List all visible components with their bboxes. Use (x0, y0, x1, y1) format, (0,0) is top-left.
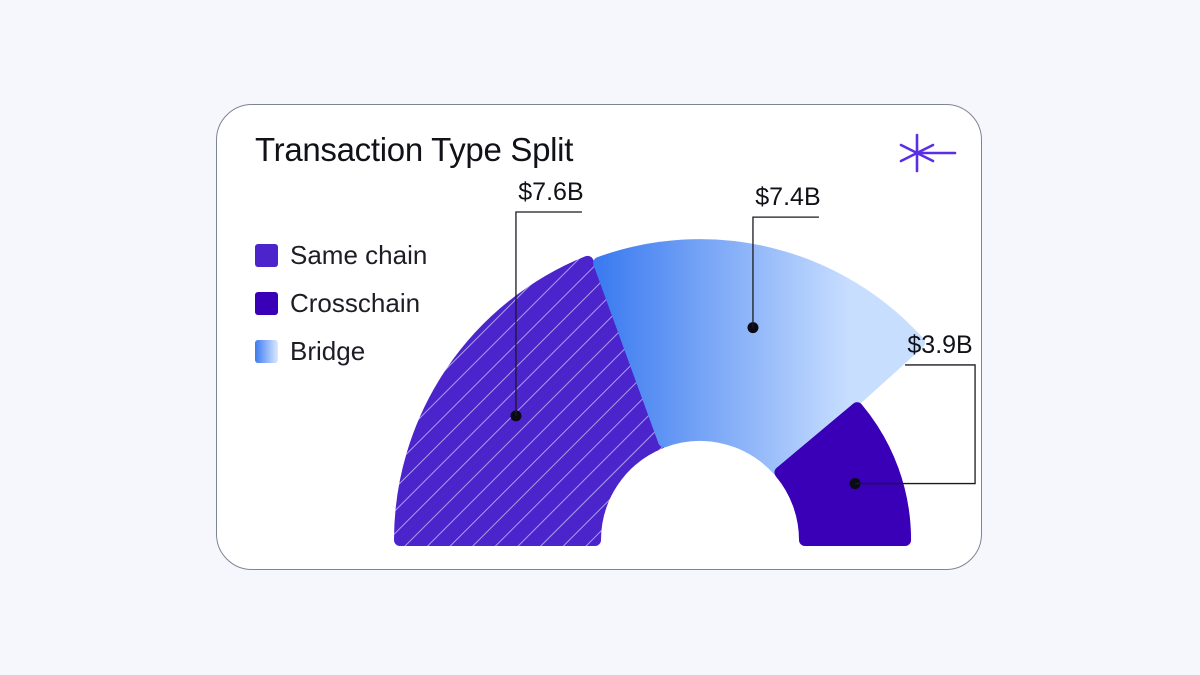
asterisk-arrow-icon (899, 133, 957, 173)
leader-line-same-chain (515, 211, 582, 416)
bar-bridge (593, 239, 926, 476)
data-label-crosschain: $3.9B (907, 331, 972, 359)
chart-legend: Same chain Crosschain Bridge (255, 231, 427, 375)
legend-swatch-same-chain (255, 243, 278, 267)
chart-title: Transaction Type Split (255, 131, 574, 168)
data-label-bridge: $7.4B (755, 183, 820, 211)
legend-item-crosschain: Crosschain (255, 279, 427, 327)
legend-label: Bridge (290, 335, 366, 366)
data-label-same-chain: $7.6B (518, 178, 583, 206)
legend-item-same-chain: Same chain (255, 231, 427, 279)
legend-label: Same chain (290, 239, 428, 270)
legend-swatch-bridge (255, 339, 278, 363)
legend-label: Crosschain (290, 287, 421, 318)
bar-crosschain (774, 402, 912, 546)
leader-line-bridge (752, 216, 819, 328)
legend-item-bridge: Bridge (255, 327, 427, 375)
legend-swatch-crosschain (255, 291, 278, 315)
bar-same-chain (394, 255, 667, 546)
leader-line-crosschain (855, 364, 976, 485)
